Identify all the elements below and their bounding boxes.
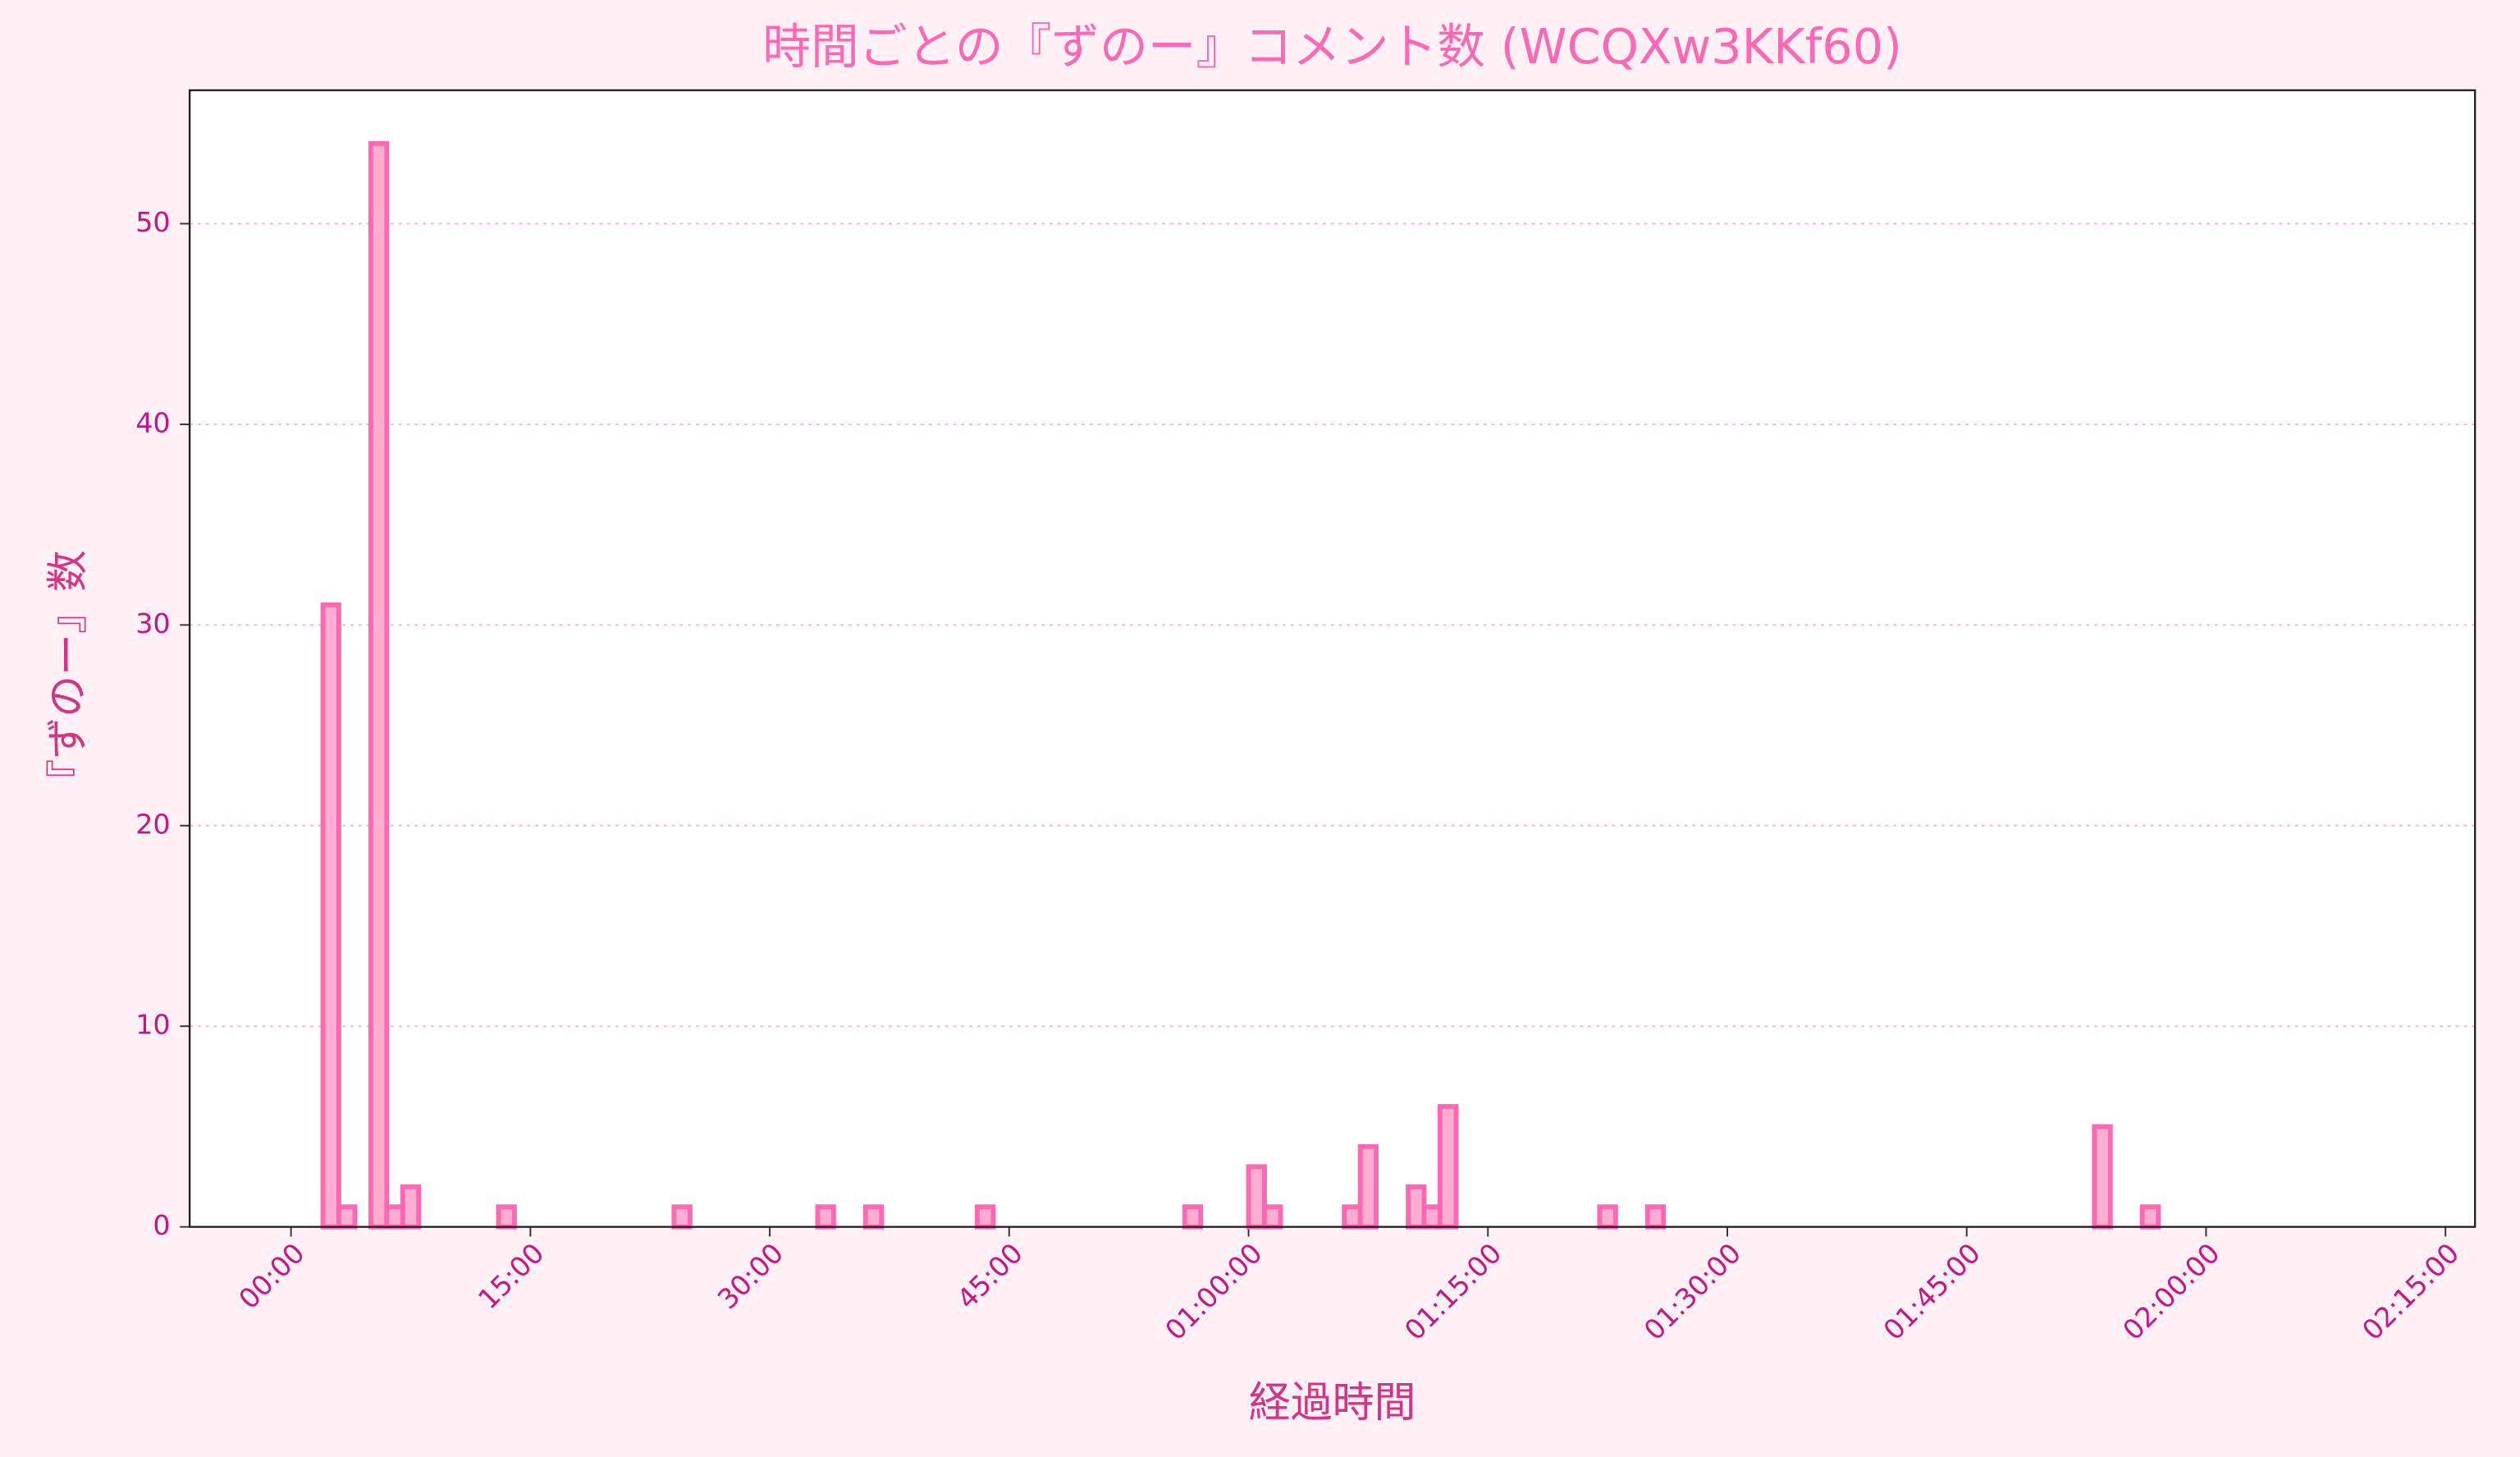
bar [368, 140, 390, 1230]
bar [496, 1204, 517, 1230]
bar [320, 602, 341, 1230]
plot-area [190, 89, 2476, 1227]
bar [2092, 1124, 2113, 1230]
x-tick-label: 45:00 [951, 1237, 1029, 1315]
x-tick-label: 01:00:00 [1159, 1237, 1268, 1346]
bar [2139, 1204, 2161, 1230]
plot-frame [188, 89, 2477, 1228]
bar [1262, 1204, 1283, 1230]
bar [974, 1204, 996, 1230]
bar [671, 1204, 693, 1230]
y-tick-label: 10 [135, 1009, 170, 1041]
x-tick-label: 00:00 [232, 1237, 310, 1315]
x-tick-label: 01:45:00 [1877, 1237, 1987, 1346]
bar [1437, 1104, 1459, 1230]
x-tick-label: 02:15:00 [2356, 1237, 2465, 1346]
bar [400, 1184, 422, 1230]
y-tick-label: 0 [153, 1209, 170, 1241]
x-tick-label: 01:15:00 [1398, 1237, 1507, 1346]
x-tick-label: 15:00 [472, 1237, 550, 1315]
bar [336, 1204, 358, 1230]
y-tick-label: 30 [135, 607, 170, 639]
bar [1182, 1204, 1204, 1230]
bar [1597, 1204, 1618, 1230]
bar [1644, 1204, 1667, 1230]
x-axis-label: 経過時間 [1249, 1379, 1416, 1427]
chart-title: 時間ごとの『ずのー』コメント数 (WCQXw3KKf60) [762, 18, 1902, 75]
bar [815, 1204, 836, 1230]
x-tick-label: 02:00:00 [2116, 1237, 2225, 1346]
bar [1357, 1143, 1379, 1230]
bar [862, 1204, 885, 1230]
y-tick-label: 40 [135, 406, 170, 438]
y-tick-label: 50 [135, 206, 170, 238]
x-tick-label: 01:30:00 [1638, 1237, 1747, 1346]
y-tick-label: 20 [135, 808, 170, 840]
x-tick-label: 30:00 [711, 1237, 789, 1315]
y-axis-label: 『ずのー』数 [44, 550, 93, 800]
